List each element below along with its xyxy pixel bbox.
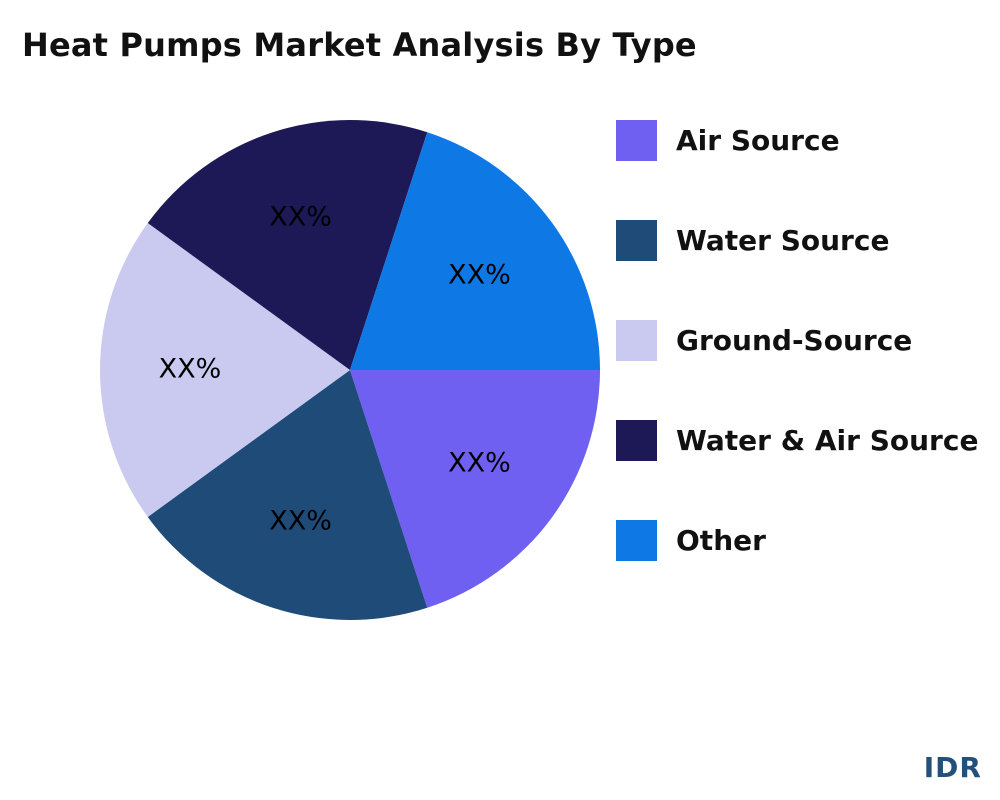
brand-logo: IDR — [923, 751, 982, 784]
pie-slice-other — [350, 132, 600, 370]
legend-item: Water Source — [616, 220, 978, 261]
chart-title: Heat Pumps Market Analysis By Type — [22, 26, 697, 64]
legend-item: Water & Air Source — [616, 420, 978, 461]
pie-slice-air-source — [350, 370, 600, 608]
legend-item: Ground-Source — [616, 320, 978, 361]
pie-slice-ground-source — [100, 223, 350, 517]
legend-label: Water & Air Source — [676, 424, 979, 457]
pie-labels: XX% XX% XX% XX% XX% — [159, 201, 511, 536]
legend-item: Other — [616, 520, 978, 561]
legend-label: Other — [676, 524, 766, 557]
slice-label: XX% — [269, 506, 332, 537]
legend-swatch — [616, 520, 657, 561]
slice-label: XX% — [159, 354, 222, 385]
legend-label: Air Source — [676, 124, 840, 157]
legend-swatch — [616, 320, 657, 361]
slice-label: XX% — [448, 259, 511, 290]
legend: Air Source Water Source Ground-Source Water… — [616, 120, 978, 620]
pie-slice-water-source — [147, 370, 428, 620]
slice-label: XX% — [269, 201, 332, 232]
legend-item: Air Source — [616, 120, 978, 161]
legend-label: Water Source — [676, 224, 890, 257]
pie-slice-water-air-source — [147, 120, 428, 370]
legend-label: Ground-Source — [676, 324, 913, 357]
legend-swatch — [616, 420, 657, 461]
legend-swatch — [616, 220, 657, 261]
slice-label: XX% — [448, 448, 511, 479]
pie-slices — [100, 120, 600, 620]
legend-swatch — [616, 120, 657, 161]
